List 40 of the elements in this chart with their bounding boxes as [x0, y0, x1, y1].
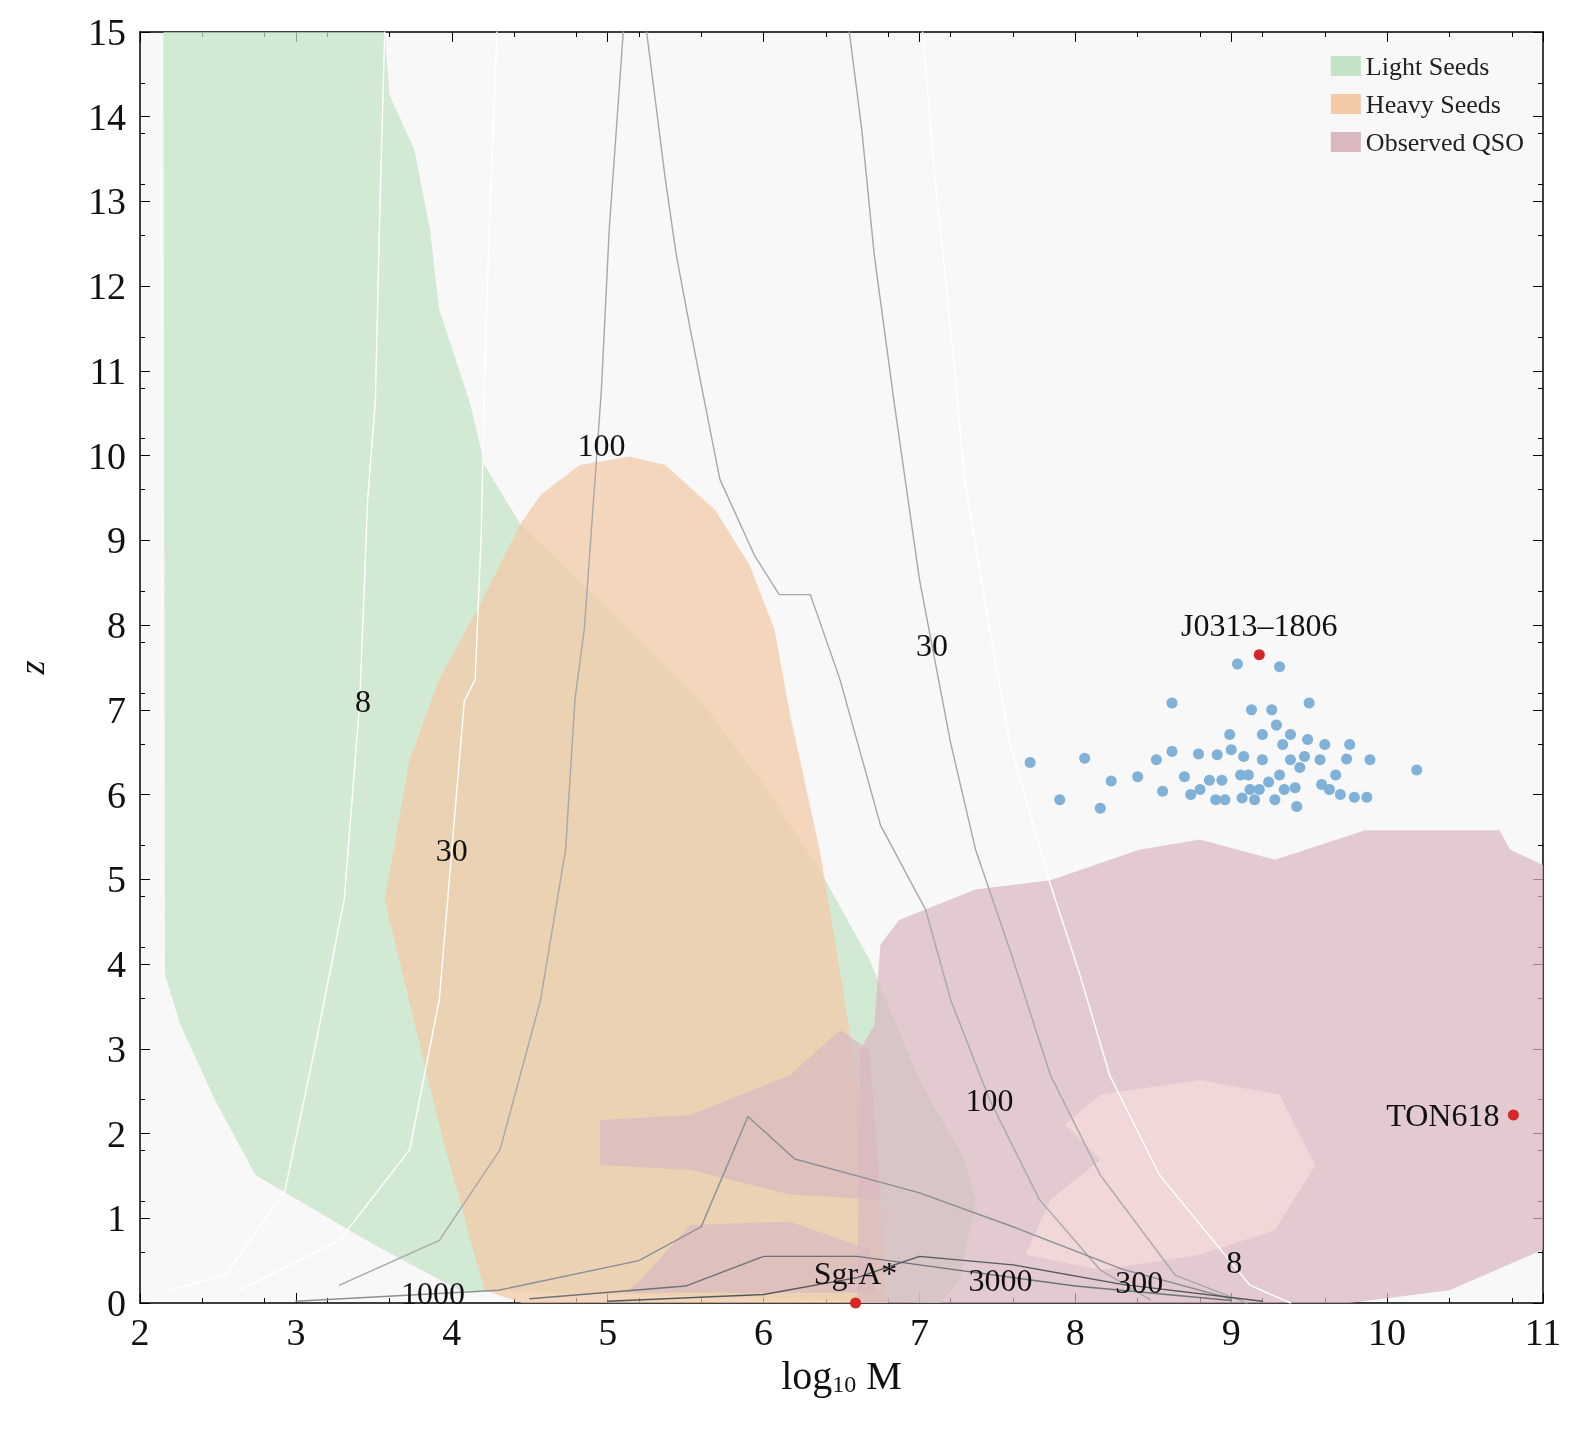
annotation: 30	[435, 831, 468, 868]
y-tick-label: 6	[107, 773, 126, 816]
y-tick-label: 8	[107, 604, 126, 647]
annotation: 100	[965, 1081, 1014, 1118]
x-tick-label: 11	[1524, 1311, 1562, 1353]
y-tick-label: 3	[107, 1027, 126, 1070]
annotation: 8	[1226, 1244, 1243, 1281]
y-tick-label: 1	[107, 1197, 126, 1240]
x-tick-label: 9	[1221, 1311, 1241, 1353]
y-tick-label: 14	[88, 95, 126, 138]
legend-label: Observed QSO	[1365, 127, 1525, 157]
annotation: 8	[354, 683, 371, 720]
y-tick-label: 10	[88, 434, 126, 477]
annotation: 1000	[401, 1274, 466, 1311]
x-tick-label: 4	[442, 1311, 462, 1353]
annotation: 100	[577, 426, 626, 463]
x-tick-label: 3	[286, 1311, 306, 1353]
y-tick-label: 4	[107, 943, 126, 986]
annotation: TON618	[1386, 1096, 1500, 1133]
legend-label: Heavy Seeds	[1365, 89, 1501, 119]
y-tick-label: 13	[88, 180, 126, 223]
x-tick-label: 5	[598, 1311, 618, 1353]
x-tick-label: 6	[754, 1311, 774, 1353]
y-tick-label: 7	[107, 688, 126, 731]
y-tick-label: 9	[107, 519, 126, 562]
annotation: 3000	[968, 1262, 1033, 1299]
y-tick-label: 11	[89, 349, 126, 392]
y-tick-label: 12	[88, 265, 126, 308]
legend-label: Light Seeds	[1365, 51, 1490, 81]
y-tick-label: 0	[107, 1282, 126, 1324]
annotation: J0313–1806	[1181, 606, 1338, 643]
annotation: 30	[915, 626, 948, 663]
y-tick-label: 5	[107, 858, 126, 901]
x-axis-title: log10 M	[781, 1353, 902, 1399]
x-tick-label: 10	[1368, 1311, 1407, 1353]
y-tick-label: 2	[107, 1112, 126, 1155]
x-tick-label: 7	[909, 1311, 929, 1353]
x-tick-label: 8	[1065, 1311, 1085, 1353]
y-tick-label: 15	[88, 11, 126, 53]
y-axis-title: z	[12, 660, 52, 676]
